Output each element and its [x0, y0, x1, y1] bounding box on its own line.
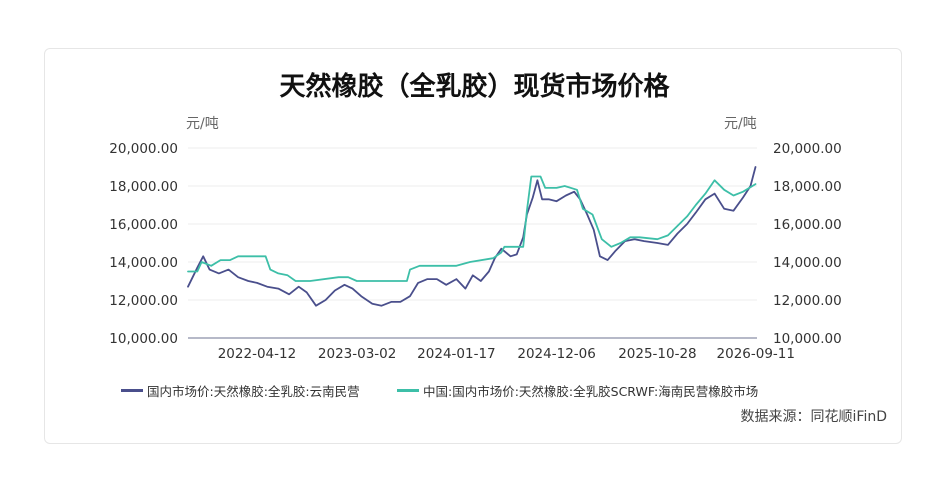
x-tick-label: 2024-01-17 [417, 346, 495, 362]
axis-ticks: 20,000.00 20,000.00 18,000.00 18,000.00 16,0… [109, 141, 841, 362]
series-line-yunnan [187, 166, 757, 307]
grid [188, 147, 757, 339]
data-source-note: 数据来源：同花顺iFinD [740, 409, 887, 425]
y-axis-unit-right: 元/吨 [724, 116, 757, 132]
series-lines [187, 166, 757, 307]
y-tick-label-left: 20,000.00 [109, 141, 178, 157]
legend-label-hainan: 中国:国内市场价:天然橡胶:全乳胶SCRWF:海南民营橡胶市场 [423, 384, 759, 399]
series-line-hainan [187, 175, 757, 282]
x-tick-label: 2024-12-06 [517, 346, 595, 362]
y-axis-unit-left: 元/吨 [186, 116, 219, 132]
chart-title: 天然橡胶（全乳胶）现货市场价格 [279, 72, 670, 102]
chart-card [44, 48, 902, 444]
x-tick-label: 2022-04-12 [218, 346, 296, 362]
legend-swatch-yunnan [121, 389, 143, 392]
legend-item-hainan[interactable]: 中国:国内市场价:天然橡胶:全乳胶SCRWF:海南民营橡胶市场 [397, 381, 758, 400]
y-tick-label-left: 12,000.00 [109, 293, 178, 309]
x-tick-label: 2026-09-11 [717, 346, 795, 362]
y-tick-label-right: 16,000.00 [773, 217, 842, 233]
y-tick-label-right: 20,000.00 [773, 141, 842, 157]
y-tick-label-right: 12,000.00 [773, 293, 842, 309]
y-tick-label-left: 18,000.00 [109, 179, 178, 195]
x-tick-label: 2023-03-02 [318, 346, 396, 362]
legend-item-yunnan[interactable]: 国内市场价:天然橡胶:全乳胶:云南民营 [121, 381, 360, 400]
y-tick-label-left: 16,000.00 [109, 217, 178, 233]
y-tick-label-left: 10,000.00 [109, 331, 178, 347]
y-tick-label-right: 18,000.00 [773, 179, 842, 195]
y-tick-label-right: 10,000.00 [773, 331, 842, 347]
legend-label-yunnan: 国内市场价:天然橡胶:全乳胶:云南民营 [147, 384, 360, 399]
y-tick-label-right: 14,000.00 [773, 255, 842, 271]
y-tick-label-left: 14,000.00 [109, 255, 178, 271]
x-tick-label: 2025-10-28 [618, 346, 696, 362]
legend-swatch-hainan [397, 389, 419, 392]
